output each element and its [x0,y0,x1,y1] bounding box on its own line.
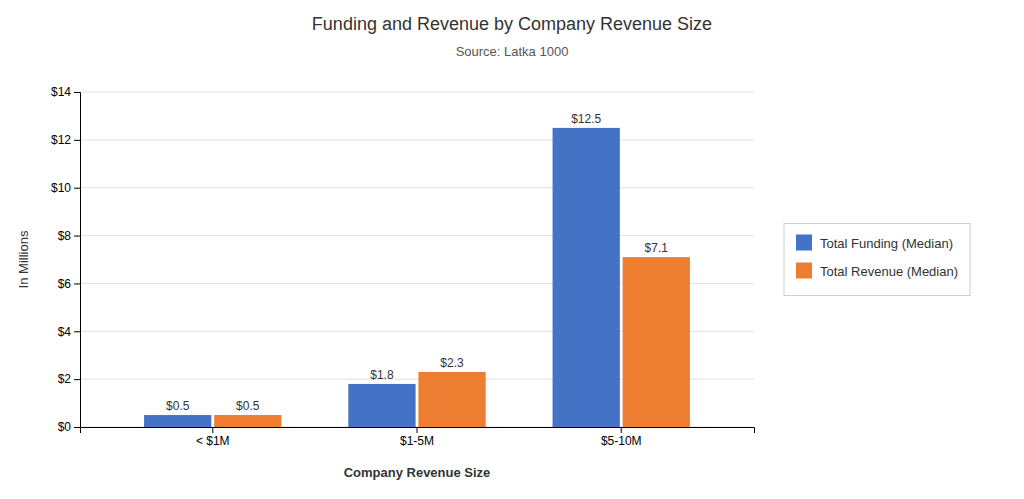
bar [214,415,281,427]
x-axis-line [81,428,755,434]
x-axis-title: Company Revenue Size [344,465,491,480]
y-tick: $2 [58,372,80,386]
data-label: $1.8 [370,368,394,382]
y-tick: $10 [51,181,80,195]
data-label: $7.1 [645,241,669,255]
title: Funding and Revenue by Company Revenue S… [312,14,712,34]
y-tick: $0 [58,420,80,434]
grid-line [80,187,754,188]
x-tick: $5-10M [601,427,642,448]
y-tick-label: $2 [58,372,72,386]
bars [144,128,690,427]
grid [80,92,754,427]
y-tick-mark [74,283,80,284]
y-axis: $0 $2 $4 $6 $8 $10 $12 $14 [51,85,81,434]
subtitle: Source: Latka 1000 [456,44,569,59]
plot: $0$2$4$6$8$10$12$14< $1M$1-5M$5-10M$0.5$… [16,85,755,480]
y-tick: $4 [58,325,80,339]
y-axis-title: In Millions [16,230,31,288]
bar [553,128,620,427]
legend-swatch [796,235,812,251]
y-tick: $12 [51,133,80,147]
x-tick-label: $1-5M [400,434,434,448]
data-label: $12.5 [571,112,601,126]
y-tick-mark [74,331,80,332]
bar-series [214,257,690,427]
x-tick: $1-5M [400,427,434,448]
x-tick: < $1M [196,427,230,448]
x-axis: < $1M $1-5M $5-10M [81,427,755,448]
x-tick-mark [212,427,213,433]
grid-line [80,92,754,93]
y-tick: $14 [51,85,80,99]
grid-line [80,235,754,236]
y-tick-label: $6 [58,277,72,291]
y-tick-mark [74,236,80,237]
data-label: $0.5 [166,399,190,413]
y-tick-label: $12 [51,133,71,147]
y-tick: $8 [58,229,80,243]
bar [144,415,211,427]
y-tick-label: $8 [58,229,72,243]
y-axis-line [74,93,81,428]
bar [418,372,485,427]
chart: Funding and Revenue by Company Revenue S… [0,0,1024,499]
y-tick-mark [74,188,80,189]
y-tick-label: $14 [51,85,71,99]
y-tick-label: $0 [58,420,72,434]
x-tick-label: < $1M [196,434,230,448]
y-tick-mark [74,140,80,141]
grid-line [80,139,754,140]
legend-label: Total Funding (Median) [820,236,953,251]
y-tick-label: $10 [51,181,71,195]
x-tick-mark [621,427,622,433]
data-labels: $0.5 $1.8 $12.5 $0.5 $2.3 $7.1 [166,112,668,413]
bar [623,257,690,427]
x-tick-mark [417,427,418,433]
data-label: $0.5 [236,399,260,413]
legend-swatch [796,263,812,279]
y-tick-mark [74,379,80,380]
legend-item: Total Funding (Median) [796,235,953,251]
y-tick-mark [74,427,80,428]
y-tick-label: $4 [58,325,72,339]
bar [348,384,415,427]
data-label: $2.3 [440,356,464,370]
y-tick-mark [74,92,80,93]
y-tick: $6 [58,277,80,291]
legend-label: Total Revenue (Median) [820,264,958,279]
legend: Total Funding (Median) Total Revenue (Med… [784,224,970,296]
x-tick-label: $5-10M [601,434,642,448]
legend-item: Total Revenue (Median) [796,263,958,279]
legend-frame [784,224,970,296]
bar-series [144,128,620,427]
